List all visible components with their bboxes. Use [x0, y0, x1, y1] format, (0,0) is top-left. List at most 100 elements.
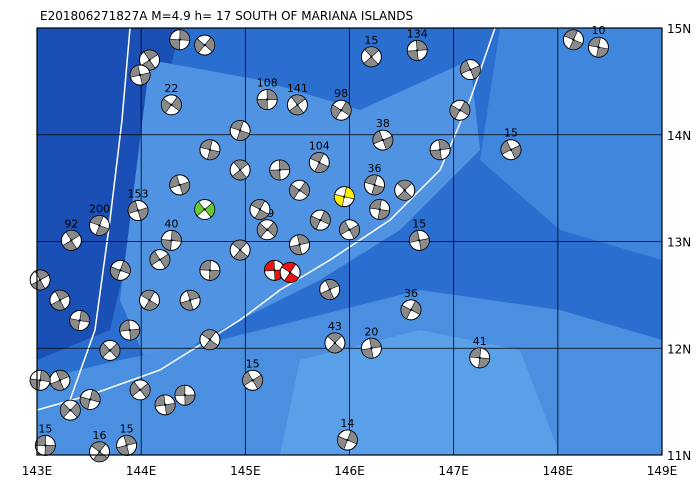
y-tick-label: 12N — [667, 342, 691, 356]
beachball — [129, 64, 151, 86]
beachball — [59, 399, 81, 421]
beachball-center — [278, 168, 281, 172]
beachball — [459, 59, 481, 81]
depth-label: 14 — [340, 417, 354, 430]
beachball-center — [208, 269, 212, 272]
beachball — [69, 309, 91, 331]
beachball-center — [597, 46, 600, 49]
beachball-quadrant — [500, 140, 522, 160]
beachball — [319, 279, 341, 301]
beachball — [360, 337, 382, 359]
beachball-quadrant — [149, 250, 171, 269]
beachball-center — [251, 379, 254, 382]
beachball-quadrant — [201, 329, 219, 350]
depth-label: 15 — [412, 217, 426, 230]
y-tick-label: 11N — [667, 449, 691, 463]
beachball-quadrant — [194, 36, 216, 54]
depth-label: 15 — [504, 127, 518, 140]
beachball — [289, 234, 310, 256]
beachball — [400, 299, 422, 321]
depth-label: 36 — [368, 162, 382, 175]
beachball-center — [119, 269, 122, 272]
beachball-center — [138, 388, 142, 392]
beachball — [199, 329, 221, 351]
depth-label: 108 — [257, 77, 278, 90]
beachball — [249, 198, 271, 220]
beachball-center — [378, 208, 381, 211]
beachball-center — [403, 189, 406, 192]
beachball-center — [78, 319, 81, 322]
beachball-center — [98, 450, 101, 453]
depth-label: 92 — [64, 217, 78, 230]
beachball — [194, 198, 216, 220]
depth-label: 15 — [246, 357, 260, 370]
beachball-center — [238, 248, 242, 252]
beachball-center — [58, 379, 62, 382]
beachball — [99, 339, 121, 361]
beachball-center — [108, 349, 112, 352]
beachball-center — [136, 209, 140, 212]
beachball — [169, 174, 191, 196]
beachball — [229, 159, 251, 181]
beachball — [199, 139, 221, 161]
beachball-center — [416, 49, 419, 52]
x-tick-label: 143E — [22, 464, 53, 478]
beachball-center — [273, 269, 276, 272]
beachball-center — [44, 444, 47, 447]
beachball-center — [203, 43, 206, 47]
beachball-center — [70, 239, 73, 242]
beachball — [369, 198, 391, 220]
beachball — [229, 119, 251, 141]
beachball — [360, 46, 382, 68]
beachball — [127, 200, 149, 222]
depth-label: 10 — [591, 24, 605, 37]
depth-label: 15 — [120, 422, 134, 435]
depth-label: 153 — [128, 188, 149, 201]
beachball-center — [178, 183, 181, 187]
beachball-center — [125, 444, 128, 447]
beachball-center — [296, 103, 299, 107]
beachball — [406, 39, 428, 61]
beachball-quadrant — [180, 289, 201, 311]
beachball-quadrant — [62, 230, 81, 251]
beachball-center — [418, 239, 421, 242]
beachball — [160, 229, 182, 251]
beachball-quadrant — [169, 29, 191, 51]
beachball-center — [148, 58, 151, 62]
beachball — [89, 441, 110, 463]
beachball-center — [98, 224, 101, 227]
beachball — [562, 29, 584, 51]
depth-label: 38 — [376, 117, 390, 130]
beachball-quadrant — [327, 332, 343, 354]
beachball — [469, 347, 491, 369]
depth-label: 15 — [364, 34, 378, 47]
beachball — [199, 259, 221, 281]
beachball-center — [178, 38, 181, 41]
beachball-center — [409, 308, 413, 312]
beachball-center — [298, 189, 301, 192]
beachball-center — [298, 243, 301, 246]
beachball-center — [328, 288, 331, 291]
beachball-quadrant — [161, 96, 182, 114]
beachball-center — [572, 38, 575, 41]
beachball — [174, 384, 196, 406]
beachball — [154, 394, 176, 416]
depth-label: 104 — [309, 140, 330, 153]
beachball — [269, 159, 291, 181]
x-tick-label: 149E — [647, 464, 678, 478]
depth-label: 41 — [473, 335, 487, 348]
depth-label: 40 — [164, 217, 178, 230]
beachball-center — [370, 347, 373, 350]
depth-label: 22 — [164, 82, 178, 95]
beachball-center — [333, 341, 337, 345]
beachball — [279, 261, 301, 283]
beachball-center — [38, 278, 42, 282]
beachball-center — [258, 208, 262, 211]
beachball-quadrant — [309, 152, 329, 173]
beachball-center — [238, 129, 242, 132]
beachball-quadrant — [256, 89, 278, 110]
beachball — [116, 434, 138, 456]
depth-label: 141 — [287, 82, 308, 95]
beachball-center — [208, 148, 212, 151]
